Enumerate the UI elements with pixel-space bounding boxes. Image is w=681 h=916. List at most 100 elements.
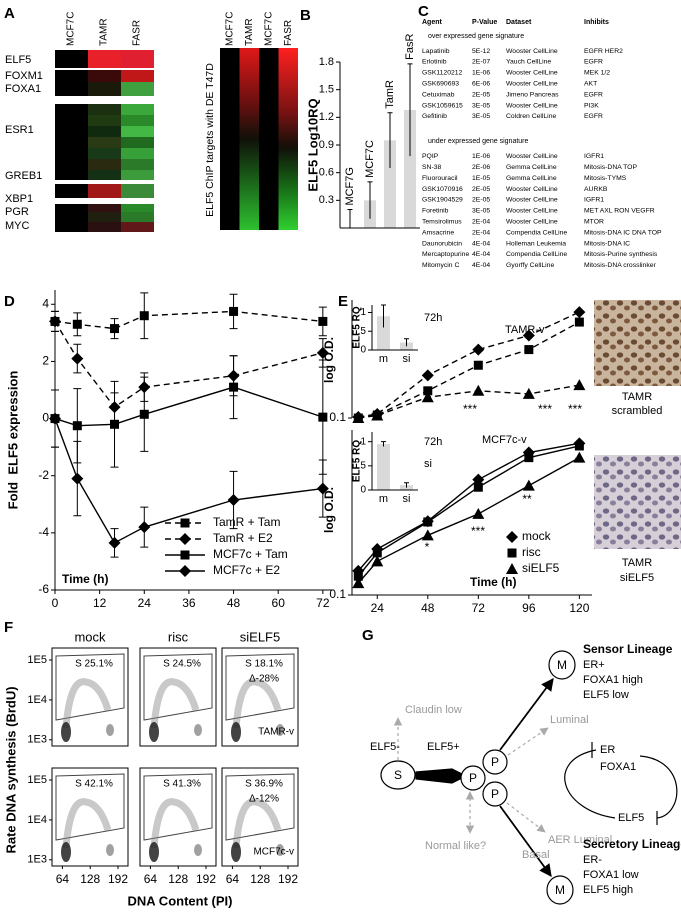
table-cell: Mitosis-Purine synthesis: [584, 251, 658, 258]
diagram-label: Sensor Lineage: [583, 642, 673, 656]
x-tick-label: 72: [316, 596, 330, 610]
y-axis-label: ELF5 Log10RQ: [305, 98, 320, 191]
g2-cluster: [194, 724, 202, 736]
y-axis-label: log O.D.: [322, 487, 336, 533]
y-tick-label: 0.1: [329, 587, 346, 601]
category-label: si: [403, 493, 411, 505]
marker: [472, 343, 485, 356]
cell-cloud: [62, 798, 112, 849]
marker: [573, 306, 586, 319]
marker: [423, 386, 433, 396]
marker: [318, 316, 328, 326]
panel-label: C: [418, 3, 429, 20]
table-cell: Wooster CellLine: [506, 48, 558, 55]
error-bar: [381, 441, 386, 447]
section-title: over expressed gene signature: [428, 33, 524, 40]
delta-label: Δ-12%: [249, 794, 279, 805]
marker: [524, 345, 534, 355]
x-tick-label: 64: [56, 872, 70, 886]
heatmap-cell: [88, 104, 121, 115]
heatmap-cell: [121, 222, 154, 232]
diagram-label: AER Luminal: [548, 834, 612, 846]
y-tick-label: -2: [38, 468, 49, 482]
x-axis-label: Time (h): [62, 572, 108, 586]
heatmap-cell: [55, 170, 88, 180]
flow-plot: [51, 647, 129, 747]
x-tick-label: 60: [272, 596, 286, 610]
heatmap-cell: [55, 115, 88, 126]
marker: [318, 412, 328, 422]
marker: [371, 555, 384, 567]
g1-cluster: [149, 842, 159, 862]
heatmap-cell: [88, 148, 121, 159]
panel-label: D: [4, 293, 15, 310]
category-label: MCF7G: [344, 167, 356, 206]
heatmap-cell: [121, 148, 154, 159]
annotation: *: [425, 540, 430, 554]
annotation: ***: [538, 402, 552, 416]
section-title: under expressed gene signature: [428, 138, 529, 145]
heatmap-cell: [88, 184, 121, 198]
x-tick-label: 0: [52, 596, 59, 610]
table-cell: Yauch CellLine: [506, 59, 551, 66]
delta-label: Δ-28%: [249, 674, 279, 685]
heatmap-cell: [88, 50, 121, 68]
heatmap-cell: [121, 115, 154, 126]
table-cell: Wooster CellLine: [506, 70, 558, 77]
category-label: m: [379, 493, 388, 505]
g1-cluster: [61, 842, 71, 862]
table-cell: Foretinib: [422, 208, 449, 215]
error-bar: [407, 63, 413, 157]
y-tick-label: 0: [360, 485, 366, 496]
side-title: ELF5 ChIP targets with DE T47D: [204, 63, 216, 217]
marker: [71, 472, 84, 485]
ihc-image: [594, 300, 681, 386]
panel-label: E: [338, 293, 348, 310]
g1-cluster: [231, 842, 241, 862]
x-axis-label: DNA Content (PI): [128, 893, 233, 908]
heatmap-cell: [121, 126, 154, 137]
gate-label: S 25.1%: [75, 659, 113, 670]
marker: [49, 412, 61, 425]
x-tick-label: 64: [144, 872, 158, 886]
marker: [372, 548, 382, 558]
heatmap-cell: [121, 70, 154, 82]
column-label: TAMR: [244, 18, 255, 46]
x-tick-label: 72: [472, 601, 486, 615]
marker: [423, 517, 433, 527]
marker: [229, 306, 239, 316]
heatmap-cell: [88, 212, 121, 222]
table-cell: 3E-05: [472, 102, 490, 109]
table-cell: Mitosis-DNA IC: [584, 240, 630, 247]
marker: [573, 379, 586, 391]
table-cell: Temsirolimus: [422, 218, 462, 225]
table-cell: Wooster CellLine: [506, 186, 558, 193]
g2-cluster: [276, 724, 284, 736]
column-label: MCF7C: [264, 12, 275, 46]
series-line: [357, 442, 580, 572]
heatmap-cell: [121, 212, 154, 222]
cell-cloud: [232, 678, 282, 729]
annotation: 72h: [424, 436, 442, 448]
table-cell: Mitosis-DNA crosslinker: [584, 262, 656, 269]
table-cell: 3E-05: [472, 113, 490, 120]
y-tick-label: 1E5: [27, 654, 47, 666]
table-cell: Compendia CellLine: [506, 251, 567, 258]
marker: [352, 577, 365, 589]
heatmap-cell: [55, 50, 88, 68]
y-tick-label: 1.5: [319, 84, 334, 96]
table-cell: MTOR: [584, 218, 604, 225]
marker: [524, 453, 534, 463]
y-axis-label: Fold ELF5 expression: [5, 371, 20, 510]
y-tick-label: -4: [38, 525, 49, 539]
marker: [522, 479, 535, 491]
heatmap-column: [259, 48, 279, 230]
heatmap-cell: [88, 137, 121, 148]
image-label: TAMR: [622, 557, 652, 569]
x-tick-label: 128: [168, 872, 188, 886]
y-tick-label: 1.8: [319, 56, 334, 68]
annotation: ***: [471, 524, 485, 538]
table-cell: 2E-07: [472, 59, 490, 66]
gate-label: S 42.1%: [75, 779, 113, 790]
